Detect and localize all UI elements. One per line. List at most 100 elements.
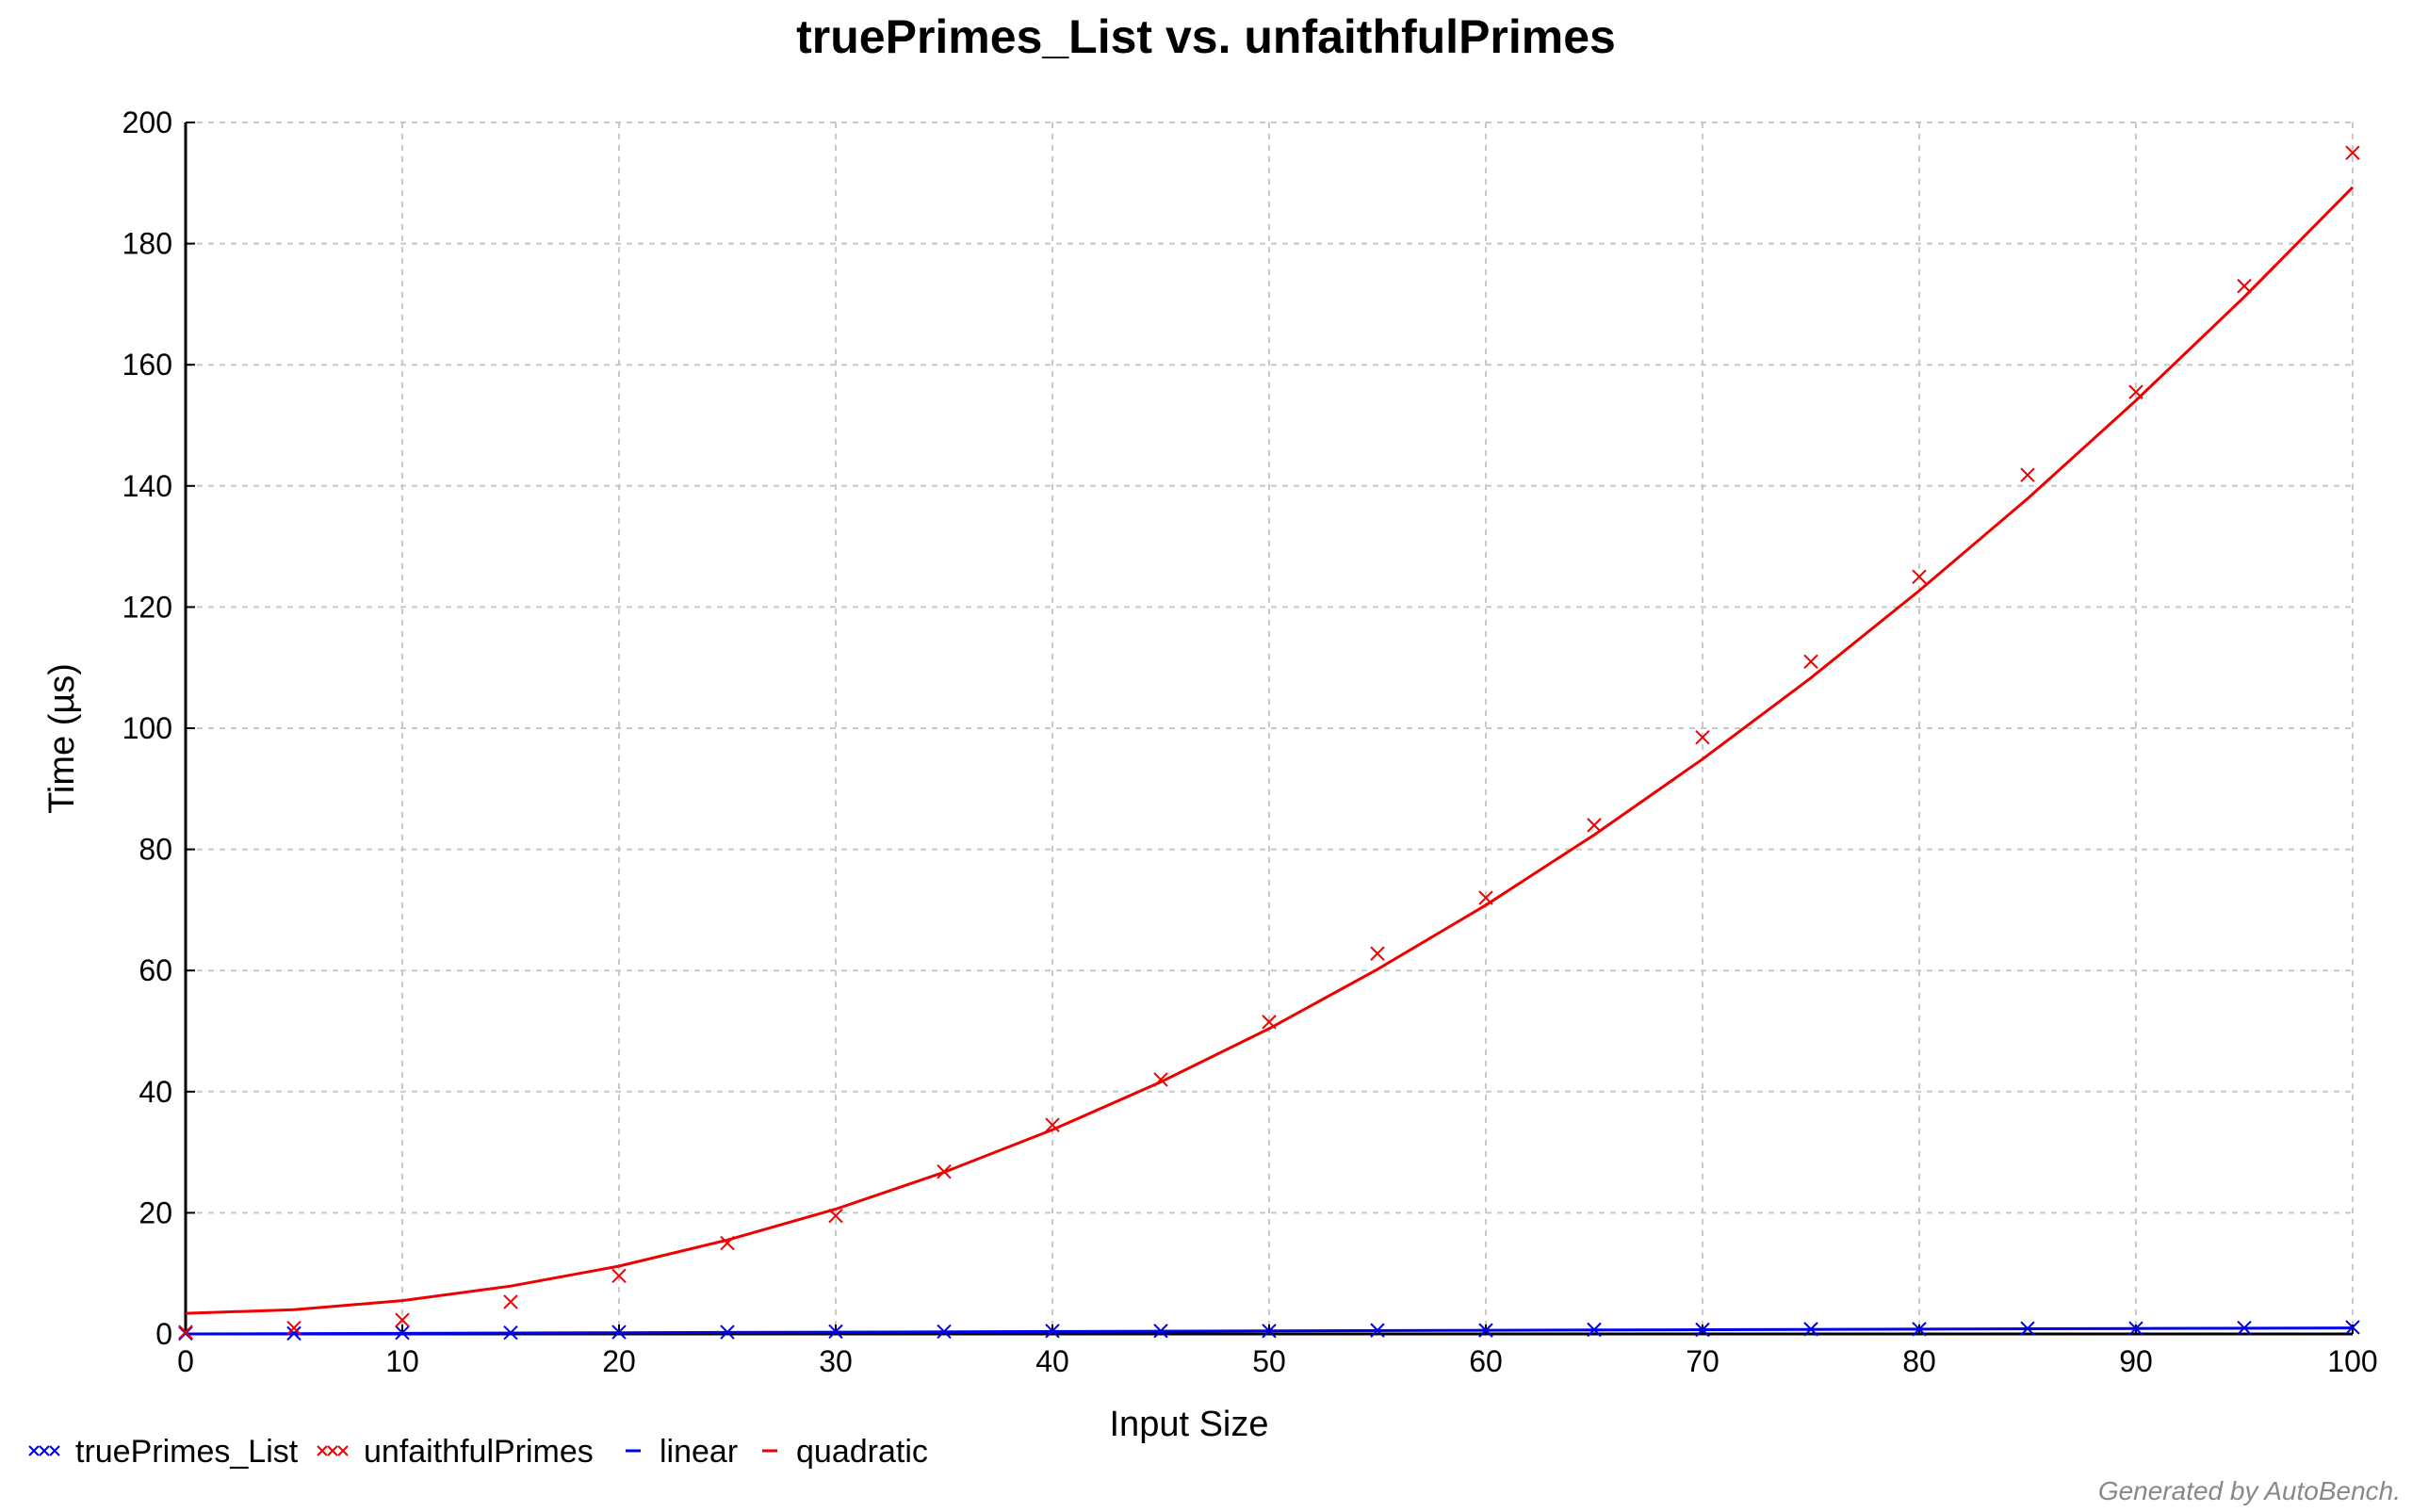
chart-title: truePrimes_List vs. unfaithfulPrimes <box>796 10 1616 63</box>
marker-stroke <box>1370 946 1385 961</box>
marker-stroke <box>395 1312 410 1327</box>
data-point-trueprimes-list-85 <box>2020 1321 2035 1336</box>
x-tick-label-80: 80 <box>1902 1344 1936 1378</box>
data-point-unfaithfulprimes-0 <box>178 1325 193 1340</box>
marker-stroke <box>1912 1322 1927 1337</box>
y-tick-label-60: 60 <box>139 953 172 987</box>
data-point-unfaithfulprimes-100 <box>2345 145 2360 160</box>
data-point-trueprimes-list-45 <box>1153 1324 1168 1339</box>
y-tick-label-180: 180 <box>122 227 172 261</box>
marker-stroke <box>611 1325 627 1340</box>
legend-item-linear: linear <box>626 1434 738 1470</box>
data-point-unfaithfulprimes-80 <box>1912 569 1927 584</box>
legend: truePrimes_List unfaithfulPrimes linear qua… <box>28 1434 928 1470</box>
marker-stroke <box>1262 1324 1277 1339</box>
legend-swatch-unfaithfulprimes <box>317 1445 328 1456</box>
marker-stroke <box>720 1235 735 1251</box>
marker-stroke <box>1587 1322 1602 1338</box>
marker-stroke <box>395 1325 410 1341</box>
data-point-unfaithfulprimes-25 <box>720 1235 735 1251</box>
legend-swatch-unfaithfulprimes <box>327 1445 338 1456</box>
data-point-unfaithfulprimes-20 <box>611 1268 627 1283</box>
grid-layer <box>186 122 2354 1334</box>
x-tick-label-100: 100 <box>2327 1344 2377 1378</box>
legend-item-unfaithfulprimes: unfaithfulPrimes <box>317 1434 594 1470</box>
legend-swatch-trueprimes-list <box>28 1445 40 1456</box>
legend-item-quadratic: quadratic <box>762 1434 928 1470</box>
x-tick-label-90: 90 <box>2119 1344 2153 1378</box>
marker-stroke <box>1478 1323 1493 1338</box>
data-point-trueprimes-list-20 <box>611 1325 627 1340</box>
marker-stroke <box>1153 1072 1168 1087</box>
data-point-trueprimes-list-50 <box>1262 1324 1277 1339</box>
data-point-unfaithfulprimes-45 <box>1153 1072 1168 1087</box>
y-tick-label-120: 120 <box>122 590 172 624</box>
marker-stroke <box>1153 1324 1168 1339</box>
marker-stroke <box>1478 890 1493 905</box>
marker-stroke <box>1695 729 1710 745</box>
data-point-unfaithfulprimes-60 <box>1478 890 1493 905</box>
marker-stroke <box>2128 384 2143 399</box>
data-point-unfaithfulprimes-10 <box>395 1312 410 1327</box>
marker-stroke <box>286 1320 302 1336</box>
y-tick-label-40: 40 <box>139 1075 172 1109</box>
data-point-trueprimes-list-30 <box>828 1324 843 1340</box>
data-point-unfaithfulprimes-35 <box>937 1163 952 1179</box>
data-point-trueprimes-list-60 <box>1478 1323 1493 1338</box>
data-point-unfaithfulprimes-75 <box>1803 654 1818 669</box>
tick-labels-layer: 0 10 20 30 40 50 60 70 80 90 100 0 20 40 60 80 100 120 140… <box>122 106 2378 1378</box>
data-point-unfaithfulprimes-30 <box>828 1208 843 1224</box>
data-point-trueprimes-list-100 <box>2345 1320 2360 1335</box>
marker-stroke <box>2345 1320 2360 1335</box>
legend-swatch-trueprimes-list <box>39 1445 50 1456</box>
data-point-unfaithfulprimes-55 <box>1370 946 1385 961</box>
marker-stroke <box>2128 1321 2143 1336</box>
x-tick-label-70: 70 <box>1686 1344 1719 1378</box>
legend-label-quadratic: quadratic <box>796 1434 928 1470</box>
y-axis-label: Time (µs) <box>42 663 82 814</box>
data-point-trueprimes-list-35 <box>937 1324 952 1340</box>
marker-stroke <box>720 1325 735 1340</box>
data-point-unfaithfulprimes-65 <box>1587 818 1602 833</box>
data-point-trueprimes-list-10 <box>395 1325 410 1341</box>
marker-stroke <box>2345 145 2360 160</box>
marker-stroke <box>503 1294 518 1309</box>
data-point-unfaithfulprimes-85 <box>2020 467 2035 482</box>
marker-stroke <box>178 1325 193 1340</box>
data-point-trueprimes-list-90 <box>2128 1321 2143 1336</box>
marker-stroke <box>1045 1324 1060 1339</box>
x-tick-label-60: 60 <box>1469 1344 1503 1378</box>
marker-stroke <box>2237 278 2252 294</box>
marker-stroke <box>1803 1322 1818 1337</box>
marker-stroke <box>1370 1323 1385 1338</box>
data-point-trueprimes-list-25 <box>720 1325 735 1340</box>
data-point-trueprimes-list-75 <box>1803 1322 1818 1337</box>
data-point-trueprimes-list-95 <box>2237 1320 2252 1336</box>
data-point-unfaithfulprimes-70 <box>1695 729 1710 745</box>
y-tick-label-160: 160 <box>122 348 172 382</box>
legend-swatch-trueprimes-list <box>49 1445 60 1456</box>
y-tick-label-20: 20 <box>139 1195 172 1229</box>
x-tick-label-50: 50 <box>1252 1344 1286 1378</box>
marker-stroke <box>828 1324 843 1340</box>
x-axis-label: Input Size <box>1110 1405 1269 1444</box>
x-tick-label-0: 0 <box>177 1344 194 1378</box>
marker-stroke <box>611 1268 627 1283</box>
data-point-trueprimes-list-80 <box>1912 1322 1927 1337</box>
data-point-trueprimes-list-5 <box>286 1325 302 1341</box>
data-point-unfaithfulprimes-40 <box>1045 1117 1060 1132</box>
data-point-unfaithfulprimes-5 <box>286 1320 302 1336</box>
marker-stroke <box>1587 818 1602 833</box>
marker-stroke <box>2020 467 2035 482</box>
marker-stroke <box>1045 1117 1060 1132</box>
data-point-trueprimes-list-65 <box>1587 1322 1602 1338</box>
marker-stroke <box>1912 569 1927 584</box>
marker-stroke <box>1695 1322 1710 1338</box>
marker-stroke <box>937 1163 952 1179</box>
x-tick-label-20: 20 <box>602 1344 636 1378</box>
y-tick-label-200: 200 <box>122 106 172 139</box>
legend-label-unfaithfulprimes: unfaithfulPrimes <box>364 1434 594 1470</box>
marker-stroke <box>286 1325 302 1341</box>
marker-stroke <box>1803 654 1818 669</box>
